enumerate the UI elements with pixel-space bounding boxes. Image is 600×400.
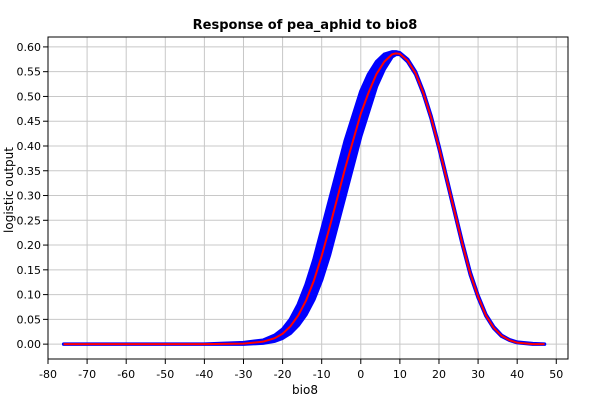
chart-title: Response of pea_aphid to bio8 bbox=[193, 18, 418, 33]
variation-band-layer bbox=[61, 50, 547, 346]
y-tick-label: 0.35 bbox=[17, 165, 42, 178]
y-tick-label: 0.00 bbox=[17, 338, 42, 351]
y-tick-label: 0.55 bbox=[17, 66, 42, 79]
y-tick-label: 0.05 bbox=[17, 313, 42, 326]
x-tick-label: 40 bbox=[510, 368, 524, 381]
x-tick-label: -50 bbox=[156, 368, 174, 381]
y-tick-label: 0.40 bbox=[17, 140, 42, 153]
x-tick-label: -60 bbox=[117, 368, 135, 381]
x-tick-label: -20 bbox=[274, 368, 292, 381]
x-tick-label: -80 bbox=[39, 368, 57, 381]
x-tick-label: -10 bbox=[313, 368, 331, 381]
x-tick-label: 30 bbox=[471, 368, 485, 381]
axis-ticks: -80 -70 -60 -50 -40 -30 -20 -10 0 10 20 30 40 50 0.00 0… bbox=[17, 41, 564, 381]
x-tick-label: -70 bbox=[78, 368, 96, 381]
y-tick-label: 0.25 bbox=[17, 214, 42, 227]
x-tick-label: 10 bbox=[393, 368, 407, 381]
y-tick-label: 0.10 bbox=[17, 289, 42, 302]
y-tick-label: 0.50 bbox=[17, 90, 42, 103]
x-tick-label: -30 bbox=[235, 368, 253, 381]
y-tick-label: 0.45 bbox=[17, 115, 42, 128]
y-axis-title: logistic output bbox=[2, 147, 16, 233]
y-tick-label: 0.30 bbox=[17, 190, 42, 203]
grid-lines bbox=[47, 37, 568, 359]
x-tick-label: -40 bbox=[195, 368, 213, 381]
mean-response-line bbox=[63, 52, 545, 346]
x-tick-label: 0 bbox=[357, 368, 364, 381]
plot-frame bbox=[47, 36, 569, 360]
y-tick-label: 0.60 bbox=[17, 41, 42, 54]
y-tick-label: 0.15 bbox=[17, 264, 42, 277]
x-axis-title: bio8 bbox=[292, 383, 318, 397]
y-tick-label: 0.20 bbox=[17, 239, 42, 252]
x-tick-label: 50 bbox=[549, 368, 563, 381]
variation-band bbox=[61, 50, 547, 346]
x-tick-label: 20 bbox=[432, 368, 446, 381]
mean-line-layer bbox=[63, 52, 545, 346]
